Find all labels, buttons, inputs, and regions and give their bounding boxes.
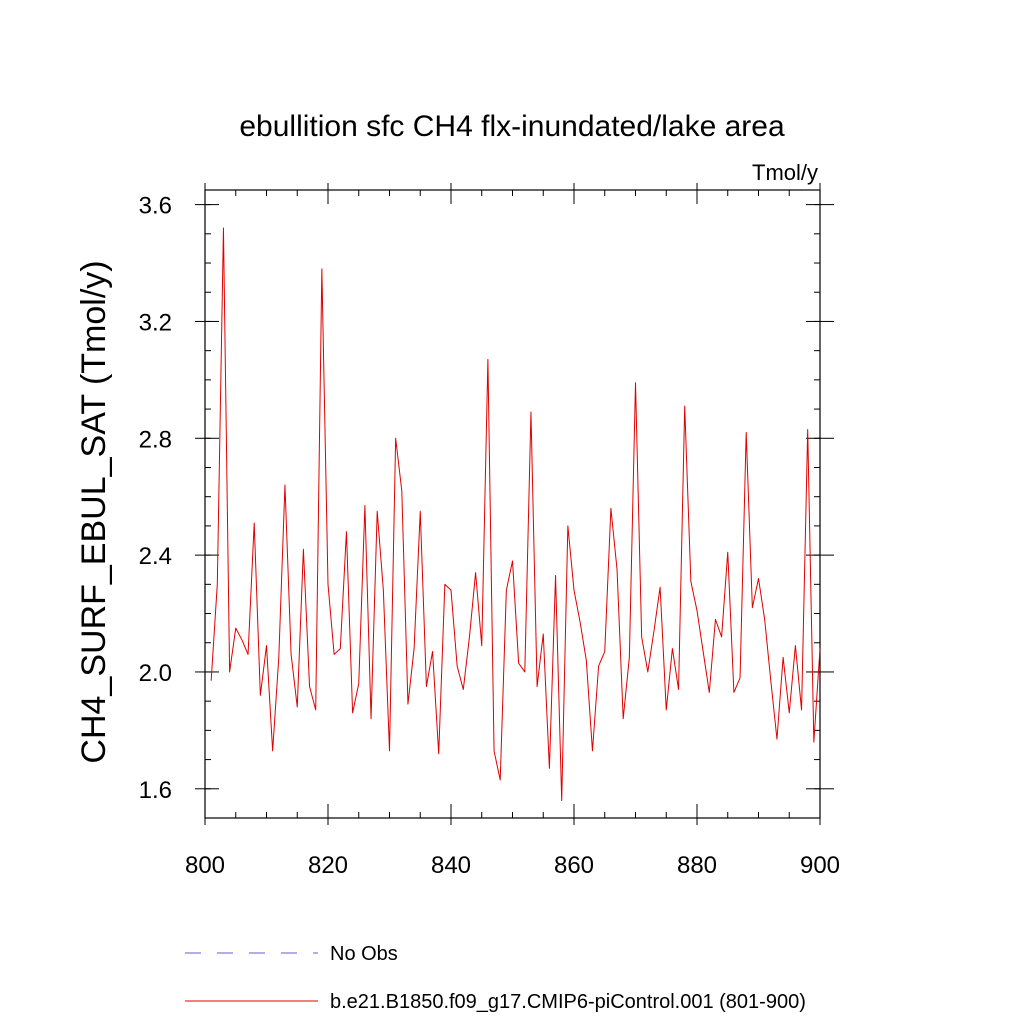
legend: No Obs b.e21.B1850.f09_g17.CMIP6-piContr… xyxy=(185,943,806,1013)
y-tick-label: 1.6 xyxy=(139,777,172,804)
chart-title: ebullition sfc CH4 flx-inundated/lake ar… xyxy=(239,110,785,143)
y-tick-label: 2.4 xyxy=(139,543,172,570)
y-tick-label: 3.2 xyxy=(139,309,172,336)
x-tick-label: 880 xyxy=(677,852,717,879)
y-tick-label: 2.8 xyxy=(139,426,172,453)
legend-label-no-obs: No Obs xyxy=(330,943,398,965)
y-tick-label: 2.0 xyxy=(139,660,172,687)
x-tick-label: 800 xyxy=(185,852,225,879)
y-axis-label: CH4_SURF_EBUL_SAT (Tmol/y) xyxy=(75,260,113,763)
plot-frame xyxy=(204,189,821,819)
units-label: Tmol/y xyxy=(752,160,818,185)
x-tick-label: 900 xyxy=(800,852,840,879)
plot-area: 800 820 840 860 880 900 1.6 2.0 2.4 2.8 3.2 3.6 xyxy=(139,183,840,879)
legend-label-model: b.e21.B1850.f09_g17.CMIP6-piControl.001 … xyxy=(330,991,806,1013)
x-tick-label: 840 xyxy=(431,852,471,879)
x-tick-label: 820 xyxy=(308,852,348,879)
y-tick-label: 3.6 xyxy=(139,193,172,220)
x-tick-label: 860 xyxy=(554,852,594,879)
series-line xyxy=(210,227,821,801)
